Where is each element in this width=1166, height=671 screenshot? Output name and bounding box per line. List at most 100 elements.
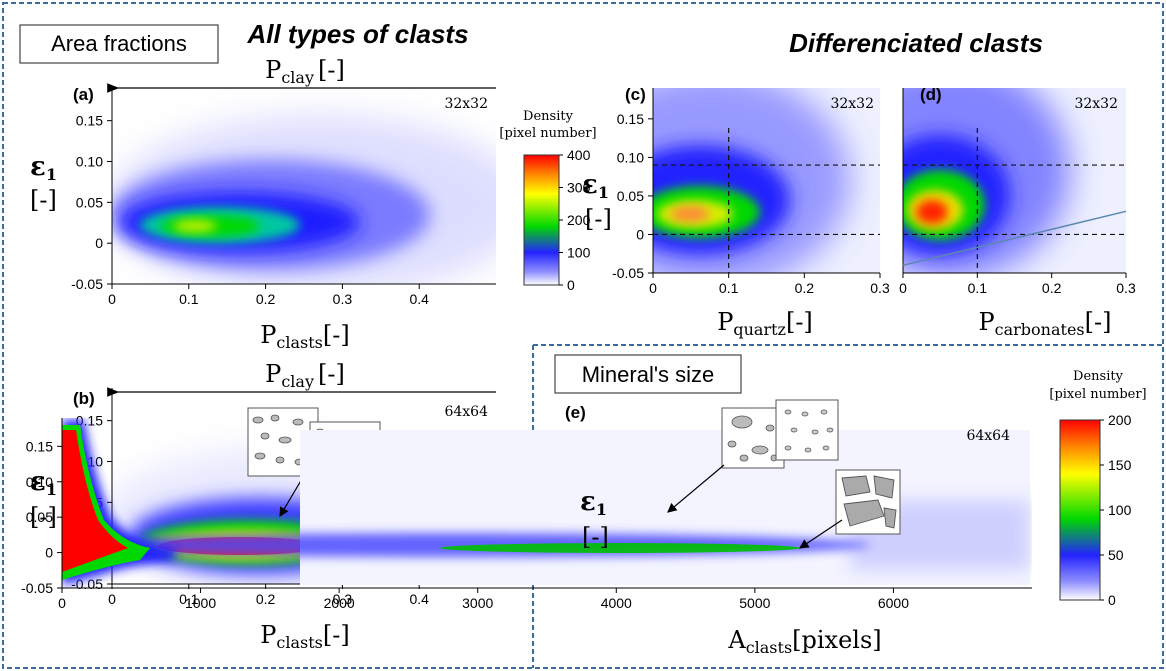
colorbar-tick-label: 0: [1108, 592, 1116, 608]
panel-d-trend-line: [902, 210, 1127, 267]
panel-c-ytick-label: 0: [636, 226, 644, 242]
panel-b-xtick-label: 0.2: [256, 591, 276, 607]
panel-e-xtick-label: 3000: [462, 595, 493, 611]
panel-d: 0 0.1 0.2 0.3 (d) 32x32 Pcarbonates[-]: [899, 85, 1136, 339]
panel-d-density: [903, 88, 1126, 273]
panel-c-xtick-label: 0.1: [719, 280, 739, 296]
panel-c-ytick-label: 0.05: [617, 188, 644, 204]
panel-c-xtick-label: 0.2: [795, 280, 815, 296]
panel-e-pointer-arrow-2: [799, 519, 843, 549]
panel-d-xtick-label: 0.1: [968, 280, 988, 296]
colorbar-1: Density [pixel number] 400 300 200 100 0: [499, 109, 596, 293]
panel-a: 0 0.1 0.2 0.3 0.4 -0.05 0 0.05 0.10 0.15 (a) 32x3…: [30, 56, 496, 352]
panel-e-ytick-label: 0: [45, 545, 53, 561]
panel-e-ytick-label: 0.05: [26, 509, 53, 525]
area-fractions-label: Area fractions: [51, 31, 187, 56]
headers: Area fractions All types of clasts Diffe…: [19, 19, 1043, 394]
panel-d-xtick-label: 0: [899, 280, 907, 296]
panel-e-pointer-arrow-1: [667, 464, 725, 513]
colorbar-tick-label: 100: [567, 245, 591, 261]
all-types-title: All types of clasts: [246, 19, 468, 49]
panel-e-ytick-label: 0.15: [26, 438, 53, 454]
panel-b-xtick-label: 0.4: [409, 591, 429, 607]
panel-b-xlabel: Pclasts[-]: [260, 621, 349, 652]
panel-d-xtick-label: 0.2: [1042, 280, 1062, 296]
panel-e-xtick-label: 5000: [739, 595, 770, 611]
colorbar-2-gradient: [1059, 419, 1101, 601]
panel-a-xtick-label: 0.4: [409, 291, 429, 307]
panel-a-ytick-label: 0.05: [76, 194, 103, 210]
panel-c-ytick-label: -0.05: [612, 265, 644, 281]
panel-a-ytick-label: 0: [95, 235, 103, 251]
colorbar-1-title-line2: [pixel number]: [499, 126, 596, 141]
panel-e-inset-sketches: [721, 399, 901, 535]
panel-a-ylabel-unit: [-]: [30, 186, 57, 214]
panel-e: 0 1000 2000 3000 4000 5000 6000-0.0500.050.100…: [21, 399, 1032, 657]
panel-e-xtick-label: 1000: [185, 595, 216, 611]
panel-b-resolution: 64x64: [444, 404, 488, 420]
panel-a-density: [112, 115, 496, 284]
colorbar-2-title-line1: Density: [1073, 369, 1124, 384]
panel-b-xtick-label: 0: [108, 591, 116, 607]
panel-a-top-label: Pclay [-]: [265, 56, 345, 87]
panel-e-resolution: 64x64: [966, 428, 1010, 444]
panel-e-xtick-label: 6000: [878, 595, 909, 611]
panel-a-xtick-label: 0.2: [256, 291, 276, 307]
panel-b-top-label: Pclay [-]: [265, 360, 345, 391]
colorbar-2-title-line2: [pixel number]: [1049, 387, 1146, 402]
colorbar-tick-label: 400: [567, 147, 591, 163]
panel-c-xtick-label: 0: [649, 280, 657, 296]
panel-e-xlabel: Aclasts[pixels]: [727, 626, 881, 657]
panel-d-xlabel: Pcarbonates[-]: [979, 308, 1112, 339]
differenciated-title: Differenciated clasts: [789, 28, 1043, 58]
panel-c-resolution: 32x32: [830, 96, 874, 112]
panel-d-letter: (d): [920, 85, 942, 104]
panel-a-ytick-label: 0.10: [76, 154, 103, 170]
panel-b-ylabel: ε1: [30, 467, 57, 499]
panel-d-resolution: 32x32: [1074, 96, 1118, 112]
panel-b-letter: (b): [73, 389, 95, 408]
panel-a-xtick-label: 0: [108, 291, 116, 307]
panel-a-xtick-label: 0.1: [179, 291, 199, 307]
panel-e-xtick-label: 0: [58, 595, 66, 611]
panel-e-ylabel-unit: [-]: [582, 523, 609, 551]
panel-a-ylabel: ε1: [30, 152, 57, 184]
panel-c-xlabel: Pquartz[-]: [717, 308, 813, 339]
panel-a-ytick-label: -0.05: [71, 276, 103, 292]
panel-e-xtick-label: 2000: [324, 595, 355, 611]
mineral-size-box: [554, 354, 742, 394]
panel-a-xlabel: Pclasts[-]: [260, 321, 349, 352]
colorbar-1-title-line1: Density: [523, 109, 574, 124]
panel-c-letter: (c): [625, 85, 646, 104]
panel-e-xtick-label: 4000: [601, 595, 632, 611]
panel-a-letter: (a): [73, 85, 94, 104]
panel-c-xtick-label: 0.3: [870, 280, 890, 296]
area-fractions-box: [19, 24, 219, 64]
panel-e-ylabel: ε1: [580, 487, 607, 519]
panel-e-letter: (e): [565, 403, 586, 422]
panel-a-ytick-label: 0.15: [76, 113, 103, 129]
mineral-size-label: Mineral's size: [582, 362, 715, 387]
panel-e-ytick-label: 0.10: [26, 474, 53, 490]
panel-c-ylabel-unit: [-]: [585, 205, 612, 233]
panel-c: 0 0.1 0.2 0.3 -0.05 0 0.05 0.10 0.15 (c) 32x32 P…: [582, 85, 890, 339]
panel-b-xtick-label: 0.3: [333, 591, 353, 607]
colorbar-tick-label: 150: [1108, 457, 1132, 473]
colorbar-2: Density [pixel number] 200 150 100 50 0: [1049, 369, 1146, 608]
colorbar-tick-label: 50: [1108, 547, 1124, 563]
colorbar-tick-label: 300: [567, 180, 591, 196]
panel-c-ytick-label: 0.15: [617, 111, 644, 127]
panel-e-density: [62, 420, 1030, 585]
panel-a-resolution: 32x32: [444, 96, 488, 112]
colorbar-tick-label: 100: [1108, 502, 1132, 518]
panel-b-xtick-label: 0.1: [179, 591, 199, 607]
colorbar-tick-label: 0: [567, 277, 575, 293]
colorbar-tick-label: 200: [1108, 412, 1132, 428]
colorbar-1-gradient: [523, 154, 560, 286]
panel-c-ylabel: ε1: [582, 170, 609, 202]
panel-b-ylabel-unit: [-]: [30, 503, 57, 531]
panel-d-xtick-label: 0.3: [1116, 280, 1136, 296]
panel-a-xtick-label: 0.3: [333, 291, 353, 307]
